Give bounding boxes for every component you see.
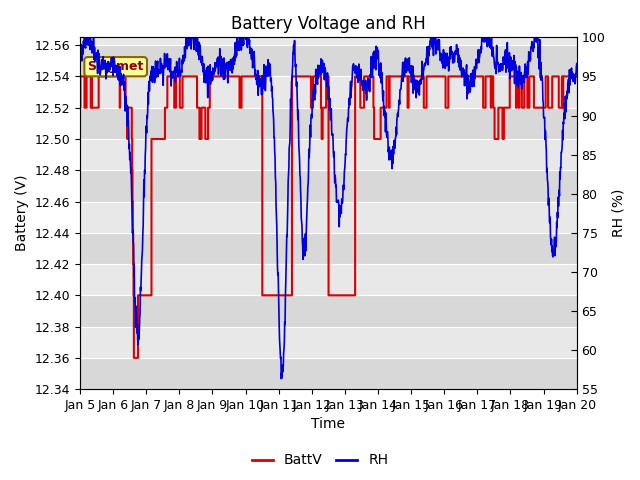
Bar [80,202,577,233]
Bar [80,358,577,389]
Text: SW_met: SW_met [88,60,144,73]
Y-axis label: Battery (V): Battery (V) [15,175,29,252]
Bar [80,139,577,170]
Title: Battery Voltage and RH: Battery Voltage and RH [231,15,426,33]
Bar [80,264,577,295]
Bar [80,295,577,326]
Bar [80,45,577,76]
Bar [80,326,577,358]
Bar [80,76,577,108]
Y-axis label: RH (%): RH (%) [611,189,625,238]
Bar [80,170,577,202]
Bar [80,233,577,264]
Bar [80,108,577,139]
X-axis label: Time: Time [312,418,346,432]
Legend: BattV, RH: BattV, RH [246,448,394,473]
